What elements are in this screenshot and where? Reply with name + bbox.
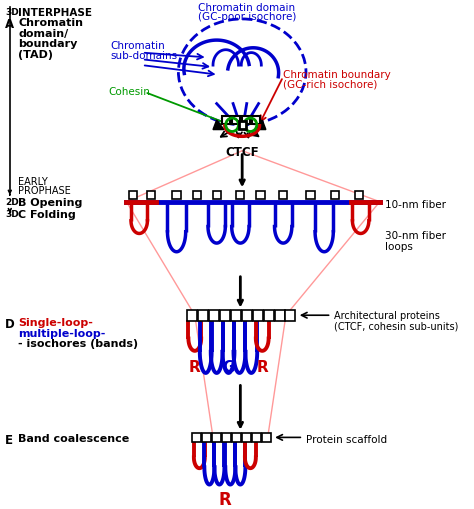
Text: multiple-loop-: multiple-loop-	[18, 328, 105, 338]
Bar	[242, 117, 250, 125]
Text: 3D: 3D	[5, 210, 19, 219]
Bar	[202, 433, 211, 442]
Text: (GC-rich isochore): (GC-rich isochore)	[283, 79, 378, 90]
Text: Band coalescence: Band coalescence	[18, 433, 129, 443]
Bar	[187, 310, 197, 321]
Bar	[252, 433, 261, 442]
Text: Single-loop-: Single-loop-	[18, 318, 93, 327]
Text: C Folding: C Folding	[18, 210, 76, 220]
Text: D: D	[5, 318, 15, 330]
Bar	[192, 191, 201, 200]
Text: Chromatin boundary: Chromatin boundary	[283, 70, 391, 80]
Text: Chromatin: Chromatin	[18, 18, 83, 28]
Text: R: R	[256, 359, 268, 374]
Text: 3D: 3D	[5, 8, 19, 17]
Text: R: R	[189, 359, 201, 374]
Text: B Opening: B Opening	[18, 197, 82, 208]
Text: Cohesin: Cohesin	[108, 87, 150, 97]
Text: 2D: 2D	[5, 197, 19, 207]
Text: E: E	[5, 433, 13, 446]
Bar	[274, 310, 284, 321]
Bar	[285, 310, 295, 321]
Bar	[198, 310, 208, 321]
Bar	[212, 433, 221, 442]
Text: 30-nm fiber: 30-nm fiber	[385, 231, 446, 241]
Text: (TAD): (TAD)	[18, 50, 53, 60]
Bar	[331, 191, 339, 200]
Text: R: R	[219, 490, 231, 508]
Text: Protein scaffold: Protein scaffold	[306, 435, 387, 444]
Bar	[242, 310, 252, 321]
Text: Chromatin: Chromatin	[110, 41, 165, 51]
Text: (CTCF, cohesin sub-units): (CTCF, cohesin sub-units)	[334, 321, 458, 331]
Bar	[231, 310, 241, 321]
Text: G: G	[222, 359, 235, 374]
Bar	[236, 191, 245, 200]
Bar	[256, 191, 264, 200]
Bar	[232, 433, 241, 442]
Bar	[173, 191, 181, 200]
Text: 10-nm fiber: 10-nm fiber	[385, 199, 446, 209]
Bar	[264, 310, 273, 321]
Text: loops: loops	[385, 241, 413, 251]
Polygon shape	[255, 121, 266, 130]
Text: EARLY: EARLY	[18, 177, 48, 186]
Bar	[262, 433, 271, 442]
Text: CTCF: CTCF	[225, 146, 259, 159]
Bar	[129, 191, 137, 200]
Bar	[253, 310, 263, 321]
Bar	[222, 433, 231, 442]
Text: INTERPHASE: INTERPHASE	[18, 8, 92, 18]
Bar	[238, 122, 246, 129]
Bar	[306, 191, 315, 200]
Text: - isochores (bands): - isochores (bands)	[18, 338, 138, 349]
Text: A: A	[5, 18, 14, 31]
Text: domain/: domain/	[18, 29, 68, 39]
Bar	[222, 117, 230, 125]
Bar	[355, 191, 363, 200]
Bar	[209, 310, 219, 321]
Text: PROPHASE: PROPHASE	[18, 186, 71, 196]
Bar	[252, 117, 260, 125]
Text: sub-domains: sub-domains	[110, 50, 177, 61]
Polygon shape	[213, 121, 224, 130]
Bar	[242, 433, 251, 442]
Text: (GC-poor isochore): (GC-poor isochore)	[198, 12, 296, 22]
Bar	[232, 117, 240, 125]
Text: Chromatin domain: Chromatin domain	[198, 3, 295, 13]
Text: Architectural proteins: Architectural proteins	[334, 311, 440, 321]
Bar	[220, 310, 230, 321]
Bar	[192, 433, 201, 442]
Bar	[279, 191, 287, 200]
Text: boundary: boundary	[18, 39, 77, 49]
Bar	[212, 191, 221, 200]
Bar	[147, 191, 155, 200]
